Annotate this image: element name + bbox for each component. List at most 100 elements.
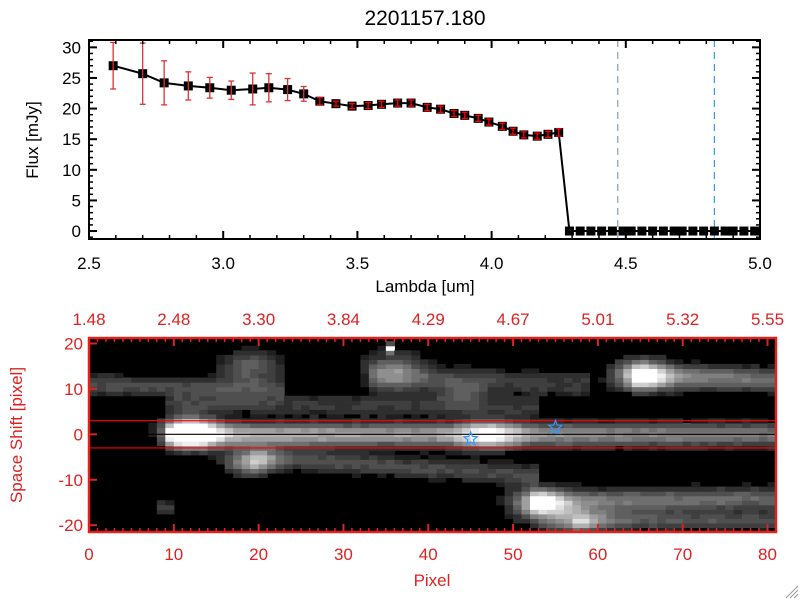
star-marker-icon — [462, 430, 479, 446]
image-pixel — [114, 386, 124, 392]
image-pixel — [334, 400, 345, 406]
image-pixel — [428, 459, 438, 465]
top-wavelength-label: 5.55 — [751, 310, 784, 329]
image-pixel — [207, 372, 217, 379]
image-pixel — [368, 350, 378, 356]
image-pixel — [368, 363, 378, 370]
image-pixel — [767, 509, 777, 515]
image-pixel — [589, 422, 599, 429]
image-pixel — [674, 504, 684, 510]
image-pixel — [250, 436, 260, 442]
image-pixel — [377, 391, 387, 397]
y-tick-label: 10 — [64, 380, 83, 399]
image-pixel — [394, 350, 404, 356]
image-pixel — [572, 504, 582, 510]
image-pixel — [122, 391, 133, 397]
image-pixel — [580, 391, 591, 397]
image-pixel — [555, 495, 565, 501]
image-pixel — [267, 454, 277, 460]
image-pixel — [674, 500, 684, 506]
image-pixel — [725, 386, 735, 392]
image-pixel — [725, 518, 735, 524]
image-pixel — [216, 386, 226, 392]
image-pixel — [487, 468, 497, 474]
image-pixel — [699, 422, 709, 429]
image-pixel — [496, 400, 506, 406]
image-pixel — [674, 491, 684, 497]
image-pixel — [648, 354, 658, 360]
image-pixel — [513, 386, 523, 392]
image-pixel — [351, 422, 362, 429]
image-pixel — [343, 454, 353, 460]
image-pixel — [530, 468, 540, 474]
image-pixel — [377, 350, 387, 356]
image-pixel — [665, 518, 675, 524]
image-pixel — [606, 527, 616, 533]
image-pixel — [97, 377, 107, 383]
image-pixel — [648, 372, 658, 379]
image-pixel — [563, 527, 574, 533]
image-pixel — [563, 482, 574, 488]
error-bar — [555, 128, 562, 137]
image-pixel — [538, 377, 548, 383]
image-pixel — [521, 495, 531, 501]
image-pixel — [377, 404, 387, 410]
image-pixel — [216, 382, 226, 388]
image-pixel — [657, 382, 667, 388]
image-pixel — [428, 391, 438, 397]
image-pixel — [521, 486, 531, 492]
image-pixel — [648, 436, 658, 442]
top-wavelength-label: 5.32 — [666, 310, 699, 329]
image-pixel — [631, 504, 641, 510]
image-pixel — [216, 359, 226, 365]
image-pixel — [385, 345, 395, 351]
image-pixel — [445, 459, 455, 465]
image-pixel — [530, 413, 540, 420]
image-pixel — [563, 486, 574, 492]
image-pixel — [173, 427, 183, 433]
image-pixel — [606, 436, 616, 442]
image-pixel — [326, 409, 336, 415]
image-pixel — [479, 377, 489, 383]
image-pixel — [199, 377, 209, 383]
image-pixel — [699, 377, 709, 383]
image-pixel — [563, 377, 574, 383]
image-pixel — [207, 409, 217, 415]
image-pixel — [504, 382, 514, 388]
image-pixel — [496, 477, 506, 483]
image-pixel — [572, 518, 582, 524]
image-pixel — [334, 422, 345, 429]
resize-grip-icon[interactable] — [785, 585, 799, 599]
image-pixel — [216, 395, 226, 401]
image-pixel — [224, 372, 234, 379]
image-pixel — [284, 400, 294, 406]
image-pixel — [173, 400, 183, 406]
image-pixel — [377, 372, 387, 379]
image-pixel — [682, 491, 692, 497]
image-pixel — [487, 422, 497, 429]
image-pixel — [309, 427, 319, 433]
image-pixel — [589, 436, 599, 442]
image-pixel — [411, 350, 421, 356]
image-pixel — [521, 386, 531, 392]
image-pixel — [105, 386, 116, 392]
image-pixel — [148, 427, 158, 433]
image-pixel — [530, 518, 540, 524]
image-pixel — [318, 404, 328, 410]
image-pixel — [258, 472, 268, 479]
image-pixel — [309, 450, 319, 456]
image-pixel — [360, 372, 370, 379]
image-pixel — [419, 468, 429, 474]
data-point — [720, 226, 730, 236]
image-pixel — [402, 359, 412, 365]
image-pixel — [445, 400, 455, 406]
image-pixel — [190, 422, 200, 429]
image-pixel — [759, 377, 769, 383]
image-pixel — [131, 377, 141, 383]
image-pixel — [275, 377, 285, 383]
image-pixel — [623, 363, 633, 370]
image-pixel — [580, 372, 591, 379]
image-pixel — [767, 486, 777, 492]
image-pixel — [173, 386, 183, 392]
top-wavelength-label: 5.01 — [581, 310, 614, 329]
